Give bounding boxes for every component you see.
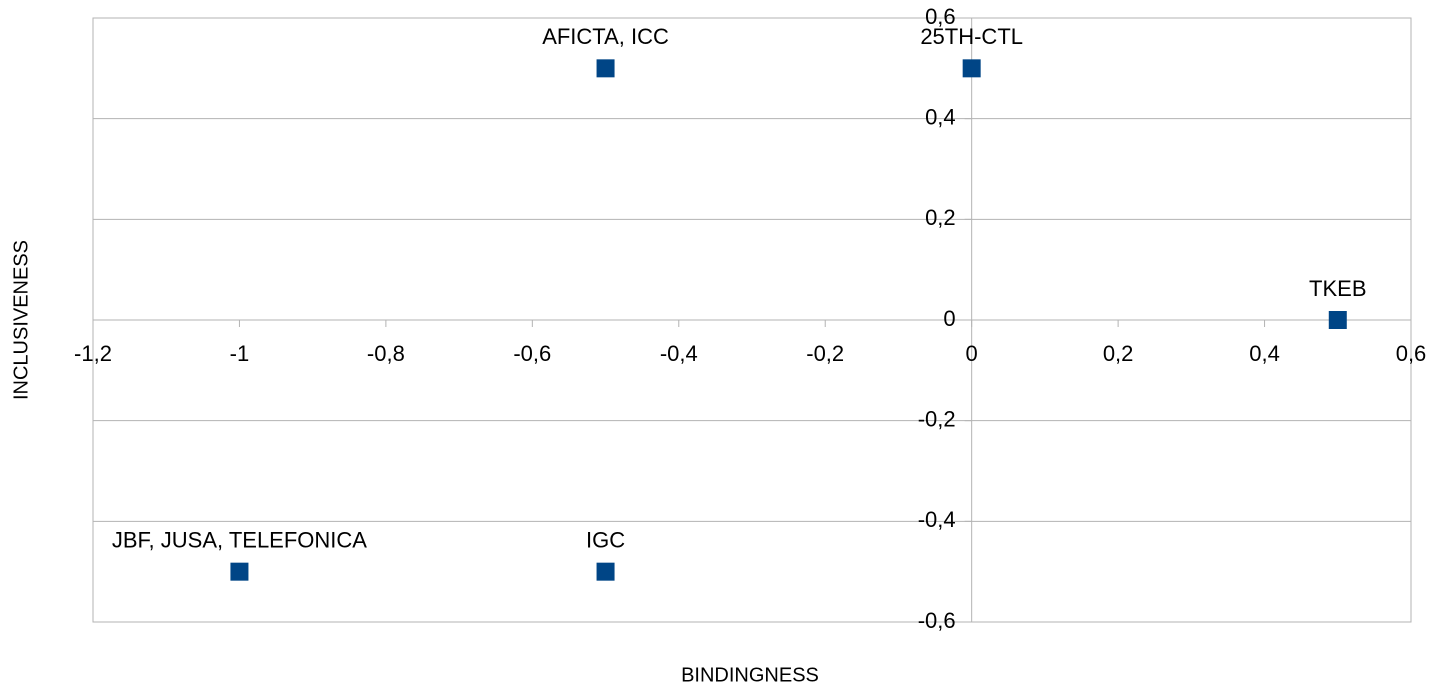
point-label: TKEB xyxy=(1309,276,1366,301)
x-tick-label: -1 xyxy=(230,341,250,366)
y-tick-label: 0 xyxy=(943,306,955,331)
x-tick-label: -0,2 xyxy=(806,341,844,366)
y-tick-label: -0,4 xyxy=(918,507,956,532)
point xyxy=(962,59,981,78)
y-tick-label: -0,6 xyxy=(918,608,956,633)
y-tick-label: 0,6 xyxy=(925,4,956,29)
point xyxy=(1328,311,1347,329)
x-tick-label: 0,4 xyxy=(1249,341,1280,366)
x-tick-label: 0,6 xyxy=(1396,341,1427,366)
y-tick-label: 0,4 xyxy=(925,104,956,129)
x-tick-label: -0,4 xyxy=(660,341,698,366)
x-tick-label: -0,8 xyxy=(367,341,405,366)
point xyxy=(230,562,249,581)
point-label: IGC xyxy=(586,527,625,552)
point-label: JBF, JUSA, TELEFONICA xyxy=(112,527,367,552)
y-axis-title: INCLUSIVENESS xyxy=(10,240,32,400)
point xyxy=(596,562,615,581)
y-tick-label: -0,2 xyxy=(918,406,956,431)
x-tick-label: -0,6 xyxy=(513,341,551,366)
y-tick-label: 0,2 xyxy=(925,205,956,230)
x-tick-label: 0,2 xyxy=(1103,341,1134,366)
point-label: AFICTA, ICC xyxy=(542,24,669,49)
point xyxy=(596,59,615,78)
point-label: 25TH-CTL xyxy=(920,24,1023,49)
x-tick-label: -1,2 xyxy=(74,341,112,366)
x-axis-title: BINDINGNESS xyxy=(681,664,819,686)
x-tick-label: 0 xyxy=(966,341,978,366)
